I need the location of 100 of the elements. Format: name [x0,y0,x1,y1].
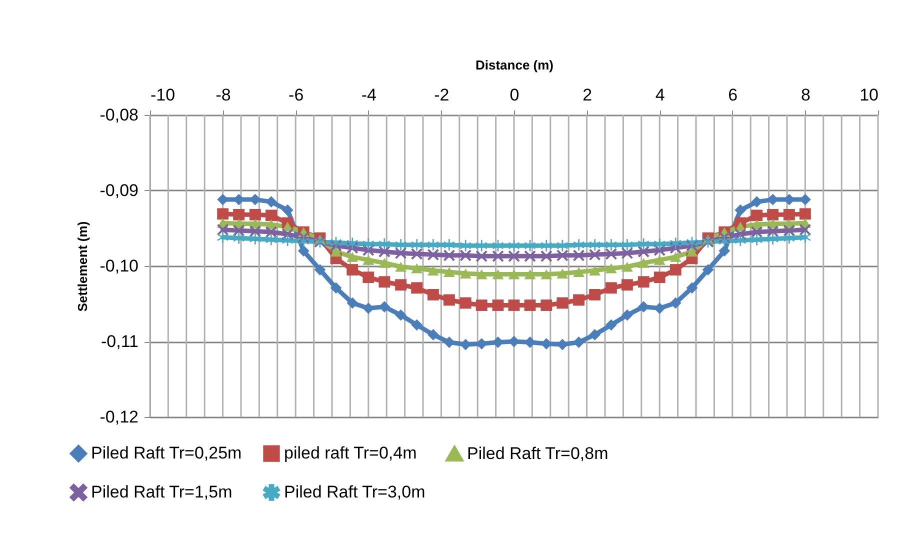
point [250,233,261,245]
point [346,252,358,262]
point [346,238,358,250]
point [249,208,261,220]
point [330,236,342,248]
x-tick-label: 6 [728,86,738,104]
y-tick-label: -0,10 [100,256,138,276]
point [444,267,455,277]
point [282,204,294,216]
point [395,309,406,321]
point [395,239,406,251]
point [638,238,650,250]
point [670,264,682,276]
point [654,238,666,250]
point [783,224,795,236]
legend-label: Piled Raft Tr=0,25m [91,444,242,463]
point [217,208,228,220]
point [428,239,439,251]
point [638,258,650,268]
point [751,234,762,246]
point [605,263,617,274]
point [411,248,423,260]
point [362,238,374,250]
point [573,336,584,348]
point [266,196,277,208]
point [395,262,406,272]
point [411,239,422,251]
point [800,208,811,220]
point [556,268,568,278]
point [622,279,633,291]
point [460,297,472,309]
point [702,264,714,276]
point [233,224,245,236]
point [508,300,520,311]
point [378,238,390,250]
point [589,266,601,276]
point [266,234,277,246]
point [622,239,633,251]
point [298,245,310,257]
point [606,239,617,251]
point [638,276,650,288]
point [556,297,568,309]
point [476,269,488,280]
point [734,234,746,246]
y-tick-label: -0,12 [100,408,138,426]
point [233,232,244,244]
x-tick-label: 10 [860,86,878,104]
y-tick-label: -0,11 [101,332,138,351]
point [427,248,439,260]
point [378,258,390,268]
point [362,272,374,284]
point [605,282,617,294]
point [589,239,600,251]
point [492,240,504,252]
point [540,300,552,311]
point [767,233,778,245]
point [427,266,439,276]
point [427,329,439,340]
legend-label: Piled Raft Tr=0,8m [467,444,608,464]
point [556,240,568,252]
point [346,264,358,276]
point [362,255,374,265]
point [783,208,795,220]
point [330,282,342,294]
point [524,300,536,311]
point [492,250,504,262]
point [508,250,520,262]
x-tick-label: -2 [434,86,450,104]
point [784,232,795,244]
point [622,247,633,259]
point [524,240,536,252]
point [573,250,584,262]
legend-label: Piled Raft Tr=1,5m [91,482,232,502]
point [395,247,406,259]
point [751,196,762,208]
point [589,288,601,300]
point [395,279,406,291]
point [605,319,617,331]
point [492,300,504,311]
point [800,232,811,244]
point [508,240,520,252]
point [540,269,552,280]
point [492,269,504,280]
x-tick-label: 0 [510,86,520,104]
x-axis-title: Distance (m) [475,58,554,72]
point [378,276,390,288]
x-tick-label: -4 [361,86,376,104]
point [411,319,423,331]
point [767,208,779,220]
y-tick-label: -0,08 [100,106,138,124]
point [670,238,682,250]
point [346,297,358,309]
point [476,300,488,311]
point [718,235,730,247]
point [508,269,520,280]
point [444,250,455,262]
point [654,255,666,265]
point [622,309,633,321]
x-tick-label: 2 [582,86,592,104]
point [734,204,746,216]
